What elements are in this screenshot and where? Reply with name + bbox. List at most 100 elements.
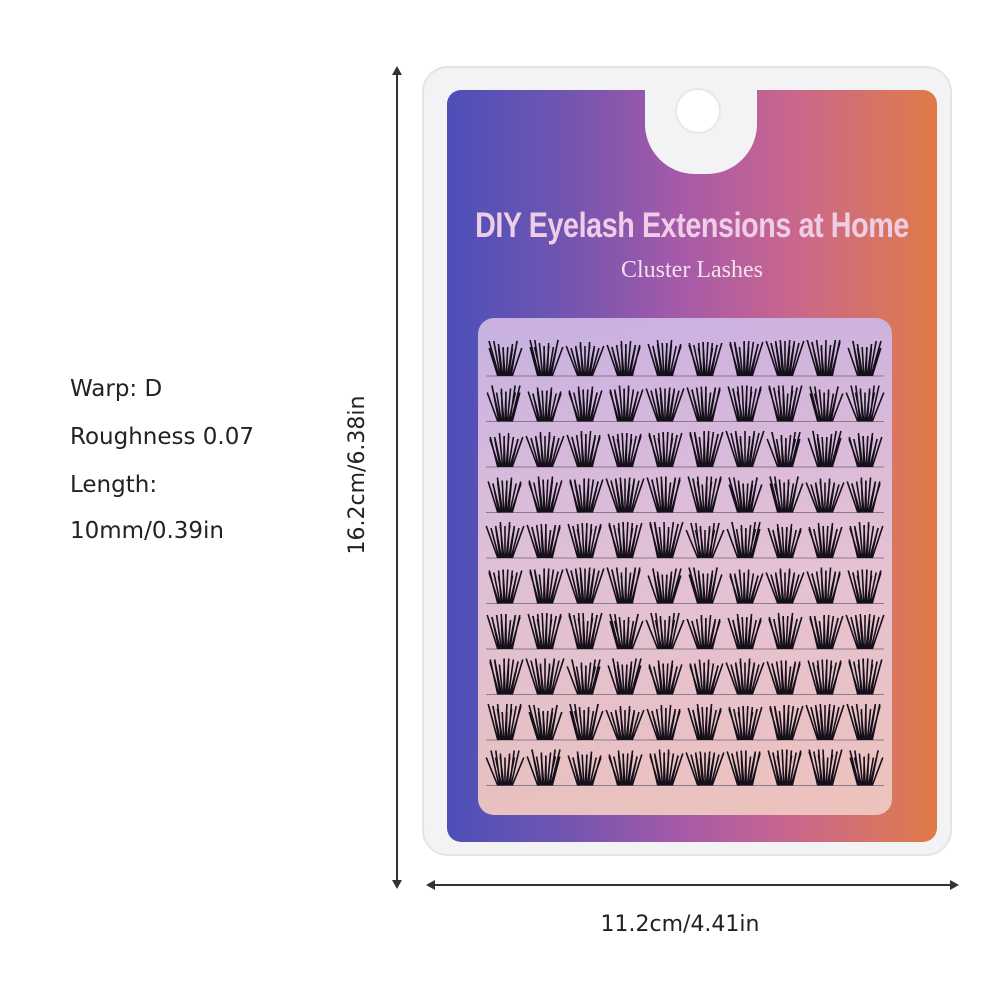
lash-cluster [607, 658, 642, 695]
lash-cluster [566, 430, 601, 468]
lash-cluster [647, 568, 682, 604]
lash-cluster [527, 387, 562, 422]
lash-cluster [525, 658, 565, 695]
lash-cluster [526, 523, 561, 559]
lash-cluster [528, 476, 563, 513]
lash-cluster [766, 660, 801, 695]
lash-cluster [567, 522, 602, 559]
lash-cluster [608, 750, 643, 786]
lash-cluster [807, 430, 842, 468]
width-label: 11.2cm/4.41in [600, 912, 760, 937]
lash-cluster [606, 340, 641, 377]
lash-cluster [649, 749, 684, 786]
lash-cluster [849, 750, 884, 786]
lash-cluster [809, 386, 844, 422]
length-label: Length: [70, 472, 158, 498]
lash-cluster [485, 750, 525, 786]
lash-cluster [605, 705, 645, 741]
lash-cluster [728, 705, 763, 741]
lash-cluster [689, 659, 724, 695]
lash-cluster [609, 385, 644, 422]
lash-cluster [769, 704, 804, 741]
lash-cluster [486, 385, 521, 422]
lash-cluster [646, 476, 681, 513]
lash-cluster [726, 521, 761, 559]
lash-cluster [688, 341, 723, 377]
lash-cluster [609, 613, 644, 650]
arrow-down-icon [392, 880, 402, 889]
lash-cluster [605, 477, 645, 513]
lash-cluster [526, 749, 561, 786]
arrow-up-icon [392, 66, 402, 75]
lash-cluster [806, 339, 841, 377]
length-value: 10mm/0.39in [70, 518, 225, 544]
lash-cluster [489, 658, 524, 695]
lash-cluster [808, 522, 843, 559]
lash-cluster [486, 613, 521, 650]
product-subtitle: Cluster Lashes [621, 257, 763, 283]
lash-cluster [768, 385, 803, 422]
arrow-left-icon [426, 880, 435, 890]
lash-cluster [725, 430, 765, 468]
roughness-spec: Roughness 0.07 [70, 424, 254, 450]
lash-cluster [688, 567, 723, 604]
product-title: DIY Eyelash Extensions at Home [475, 206, 909, 245]
lash-cluster [568, 612, 603, 650]
width-dimension-line [430, 884, 955, 886]
lash-clusters [485, 339, 885, 786]
lash-cluster [726, 750, 761, 786]
lash-cluster [845, 385, 885, 422]
lash-cluster [765, 568, 805, 604]
lash-cluster [849, 521, 884, 559]
lash-cluster [689, 430, 724, 468]
lash-cluster [569, 478, 604, 513]
lash-cluster [488, 569, 523, 604]
lash-cluster [608, 521, 643, 559]
lash-cluster [808, 749, 843, 786]
lash-cluster [648, 660, 683, 695]
lash-cluster [686, 386, 721, 422]
lash-cluster [769, 476, 804, 513]
lash-cluster [527, 612, 562, 650]
lash-cluster [807, 659, 842, 695]
lash-cluster [846, 477, 881, 513]
lash-cluster [687, 703, 722, 741]
lash-cluster [645, 612, 685, 650]
lash-cluster [727, 385, 762, 422]
lash-cluster [529, 339, 564, 377]
lash-cluster [848, 658, 883, 695]
lash-cluster [768, 612, 803, 650]
arrow-right-icon [950, 880, 959, 890]
lash-cluster [607, 432, 642, 468]
lash-cluster [488, 340, 523, 377]
lash-cluster [809, 614, 844, 650]
hang-hole [677, 90, 719, 132]
lash-cluster [567, 751, 602, 786]
lash-cluster [725, 658, 765, 695]
lash-cluster [848, 432, 883, 468]
lash-cluster [485, 521, 525, 559]
lash-cluster [727, 613, 762, 650]
warp-spec: Warp: D [70, 376, 163, 402]
lash-cluster [489, 432, 524, 468]
lash-cluster [606, 567, 641, 604]
lash-cluster [487, 477, 522, 513]
lash-cluster [525, 431, 565, 468]
lash-cluster [765, 339, 805, 377]
lash-cluster [767, 749, 802, 786]
lash-cluster [648, 431, 683, 468]
lash-cluster [568, 386, 603, 422]
height-label: 16.2cm/6.38in [345, 395, 370, 555]
lash-cluster [565, 341, 605, 377]
lash-cluster [645, 387, 685, 422]
lash-cluster [805, 703, 845, 741]
lash-cluster [529, 568, 564, 604]
lash-cluster [845, 613, 885, 650]
lash-cluster [806, 567, 841, 604]
height-dimension-line [396, 70, 398, 885]
lash-cluster [528, 704, 563, 741]
lash-cluster [766, 431, 801, 468]
lash-cluster [566, 659, 601, 695]
lash-cluster [685, 751, 725, 786]
lash-cluster [685, 522, 725, 559]
